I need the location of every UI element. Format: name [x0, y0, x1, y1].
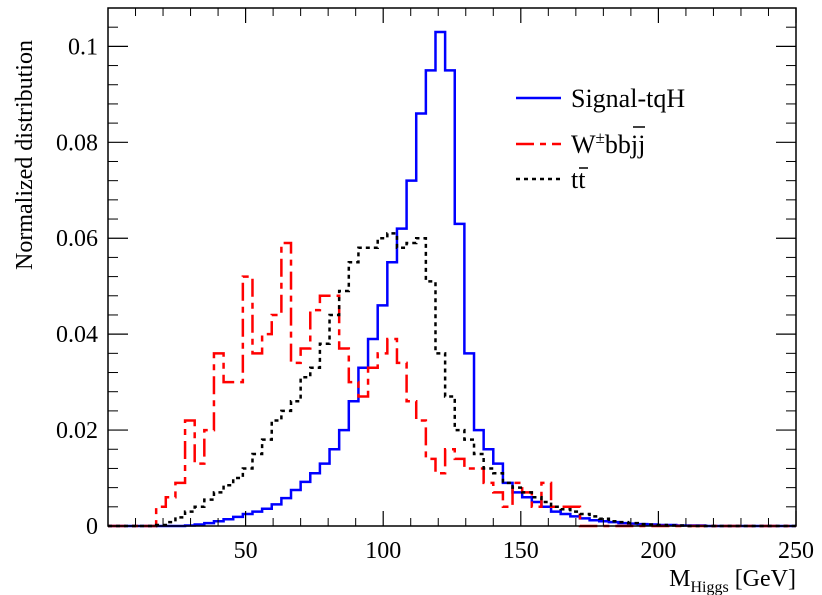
- y-axis-title: Normalized distribution: [12, 40, 38, 270]
- x-tick-label: 150: [503, 538, 539, 564]
- y-tick-label: 0.06: [56, 226, 98, 252]
- legend-entry-wbbjj: W±bbjj: [516, 126, 645, 159]
- series-line-0: [108, 30, 796, 528]
- tick-layer: 50 100 150 200 250 0 0.02 0.04 0.06 0.08 0.1: [56, 8, 814, 564]
- y-tick-label: 0: [86, 514, 98, 540]
- y-tick-label: 0.02: [56, 418, 98, 444]
- x-axis-title-main: M: [669, 566, 690, 592]
- x-axis-title-unit: [GeV]: [735, 566, 796, 592]
- plot-frame: [107, 7, 797, 527]
- x-tick-label: 100: [365, 538, 401, 564]
- legend-label-wbbjj: W±bbjj: [571, 128, 645, 159]
- x-tick-label: 50: [234, 538, 258, 564]
- y-tick-label: 0.1: [68, 34, 98, 60]
- x-tick-label: 250: [778, 538, 814, 564]
- legend: Signal-tqH W±bbjj tt: [516, 84, 685, 194]
- x-tick-label: 200: [640, 538, 676, 564]
- series-line-2: [108, 232, 796, 528]
- legend-entry-signal: Signal-tqH: [516, 84, 685, 113]
- legend-label-signal: Signal-tqH: [571, 84, 685, 113]
- y-tick-label: 0.04: [56, 322, 98, 348]
- legend-entry-ttbar: tt: [516, 165, 588, 194]
- legend-label-ttbar: tt: [571, 165, 586, 194]
- x-axis-title: MHiggs [GeV]: [669, 566, 796, 595]
- y-tick-label: 0.08: [56, 130, 98, 156]
- x-axis-title-subscript: Higgs: [690, 579, 728, 595]
